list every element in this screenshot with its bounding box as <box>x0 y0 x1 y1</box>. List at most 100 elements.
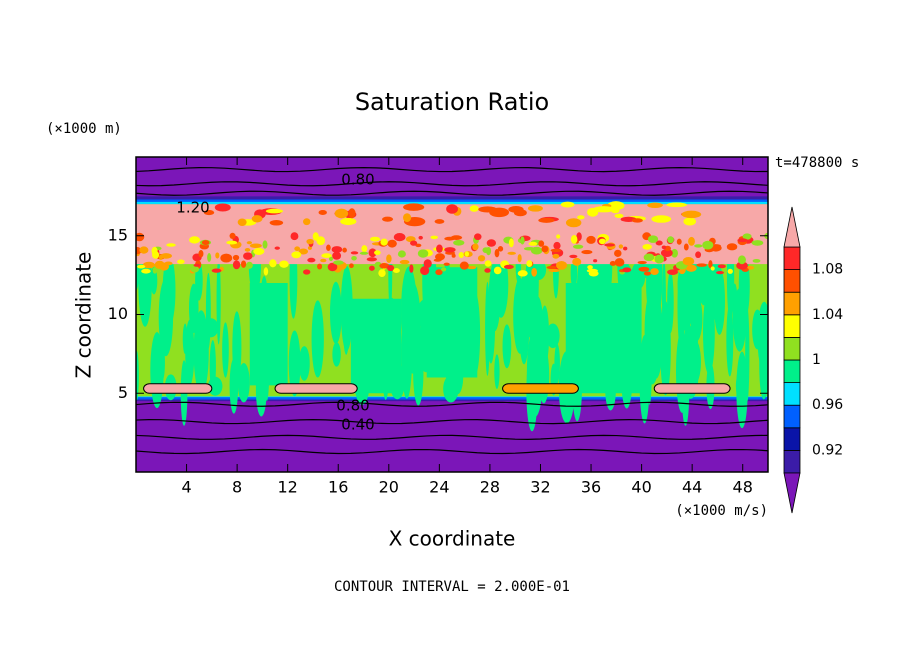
chart-title: Saturation Ratio <box>355 88 549 116</box>
field-region <box>614 258 625 267</box>
field-region <box>576 232 582 241</box>
field-region <box>136 232 145 242</box>
field-region <box>507 251 516 255</box>
field-region <box>232 254 240 261</box>
field-region <box>443 262 450 266</box>
field-region <box>244 248 251 252</box>
field-region <box>249 243 262 249</box>
colorbar-extend-high <box>783 206 801 248</box>
field-region <box>752 258 761 263</box>
field-region <box>593 206 615 213</box>
field-region <box>326 244 331 252</box>
field-region <box>478 206 498 213</box>
field-region <box>494 354 500 389</box>
field-region <box>150 267 158 295</box>
field-region <box>369 265 375 271</box>
field-region <box>581 250 593 255</box>
colorbar-tick-label: 0.96 <box>812 397 843 413</box>
field-region <box>370 236 381 242</box>
field-region <box>736 367 741 400</box>
field-region <box>459 261 469 270</box>
colorbar-band <box>783 269 801 293</box>
colorbar-band <box>783 404 801 429</box>
field-region <box>342 247 347 253</box>
field-region <box>609 261 617 266</box>
x-tick-label: 20 <box>379 478 399 497</box>
field-region <box>752 309 763 350</box>
field-region <box>265 208 283 214</box>
field-region <box>502 324 512 369</box>
field-region <box>745 307 750 402</box>
field-region <box>436 244 443 253</box>
field-region <box>203 210 215 216</box>
field-region <box>188 283 199 334</box>
field-region <box>520 236 525 245</box>
field-region <box>382 216 394 222</box>
field-region <box>193 310 209 394</box>
field-region <box>494 249 500 258</box>
contour-line <box>136 166 768 173</box>
field-region <box>366 257 378 262</box>
field-region <box>503 264 514 269</box>
contour-label: 0.40 <box>341 416 374 434</box>
colorbar-tick-label: 0.92 <box>812 442 843 458</box>
field-region <box>560 201 575 208</box>
field-region <box>538 240 545 247</box>
field-region <box>190 265 200 273</box>
field-region <box>359 251 369 255</box>
field-region <box>237 218 247 227</box>
field-region <box>517 254 522 263</box>
field-region <box>570 234 578 244</box>
field-region <box>306 238 314 245</box>
colorbar-tick-label: 1 <box>812 352 821 368</box>
field-region <box>298 346 310 381</box>
field-region <box>531 267 537 277</box>
field-region <box>294 246 301 252</box>
field-region <box>290 232 299 241</box>
colorbar-band <box>783 359 801 384</box>
colorbar-tick-label: 1.04 <box>812 307 843 323</box>
field-region <box>193 263 201 267</box>
field-region <box>717 264 726 269</box>
field-region <box>356 267 363 271</box>
field-region <box>288 330 301 397</box>
x-tick-label: 32 <box>530 478 550 497</box>
x-tick-label: 16 <box>328 478 348 497</box>
field-region <box>441 267 447 272</box>
field-region <box>246 261 253 269</box>
field-region <box>683 243 689 251</box>
field-region <box>430 235 439 240</box>
field-region <box>548 268 560 273</box>
field-region <box>671 248 678 258</box>
field-region <box>211 268 222 273</box>
field-region <box>683 217 697 226</box>
colorbar-band <box>783 382 801 406</box>
y-unit: (×1000 m) <box>46 121 122 137</box>
contour-label: 0.80 <box>336 397 369 415</box>
field-region <box>351 255 357 261</box>
field-region <box>350 251 359 255</box>
x-tick-label: 12 <box>278 478 298 497</box>
field-region <box>328 256 334 261</box>
x-tick-label: 44 <box>682 478 702 497</box>
field-region <box>451 253 456 258</box>
x-tick-label: 36 <box>581 478 601 497</box>
field-region <box>374 250 381 256</box>
field-region <box>751 240 764 246</box>
field-region <box>623 246 628 251</box>
field-region <box>726 303 734 377</box>
x-tick-label: 48 <box>733 478 753 497</box>
field-region <box>708 260 713 269</box>
field-region <box>418 235 423 240</box>
field-region <box>399 259 410 265</box>
field-region <box>526 260 533 268</box>
field-region <box>759 332 768 400</box>
x-tick-label: 8 <box>232 478 242 497</box>
field-region <box>552 253 560 259</box>
field-region <box>387 264 395 272</box>
field-region <box>638 266 650 272</box>
field-region <box>232 311 242 384</box>
field-region <box>527 205 543 212</box>
field-region <box>540 305 550 366</box>
field-region <box>303 218 311 226</box>
